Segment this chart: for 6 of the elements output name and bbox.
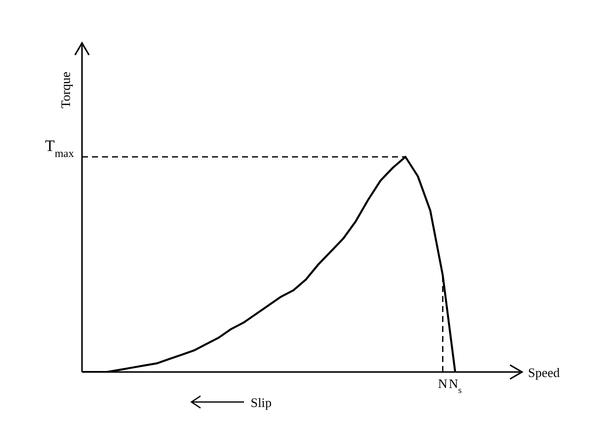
- ref-line-label: T$_{max}$: [44, 138, 74, 160]
- x-tick-label: N$_{s}$: [448, 376, 462, 395]
- text: Slip: [250, 395, 272, 410]
- x-tick-label: N: [438, 376, 448, 391]
- y-axis-title: Torque: [58, 71, 73, 108]
- text: Speed: [528, 365, 560, 380]
